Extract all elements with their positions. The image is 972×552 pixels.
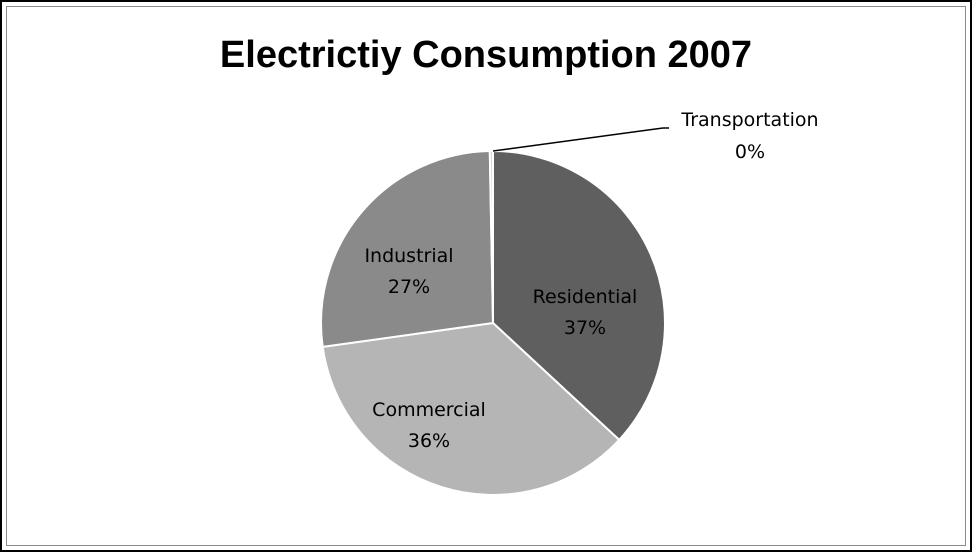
pie-slice-transportation bbox=[488, 149, 494, 324]
slice-label-transportation: Transportation bbox=[680, 109, 818, 131]
pie-slices bbox=[320, 149, 666, 496]
chart-title: Electrictiy Consumption 2007 bbox=[219, 34, 753, 76]
pie-slice-industrial bbox=[320, 150, 495, 349]
slice-label-residential: Residential bbox=[533, 286, 638, 308]
transportation-leader-line bbox=[492, 127, 664, 152]
pie-slice-residential bbox=[492, 149, 666, 442]
slice-value-residential: 37% bbox=[564, 317, 606, 339]
slice-label-commercial: Commercial bbox=[372, 399, 486, 421]
pie-slice-commercial bbox=[321, 321, 621, 496]
slice-value-industrial: 27% bbox=[388, 276, 430, 298]
slice-value-transportation: 0% bbox=[735, 141, 765, 163]
slice-value-commercial: 36% bbox=[408, 430, 450, 452]
slice-label-industrial: Industrial bbox=[364, 245, 453, 267]
